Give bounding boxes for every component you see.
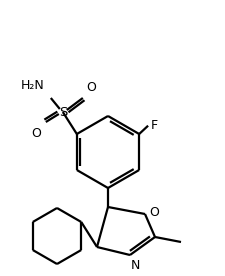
- Text: O: O: [149, 206, 159, 219]
- Text: O: O: [86, 81, 96, 94]
- Text: H₂N: H₂N: [21, 79, 45, 92]
- Text: O: O: [31, 127, 41, 140]
- Text: S: S: [59, 105, 67, 118]
- Text: F: F: [151, 119, 158, 132]
- Text: N: N: [131, 259, 140, 272]
